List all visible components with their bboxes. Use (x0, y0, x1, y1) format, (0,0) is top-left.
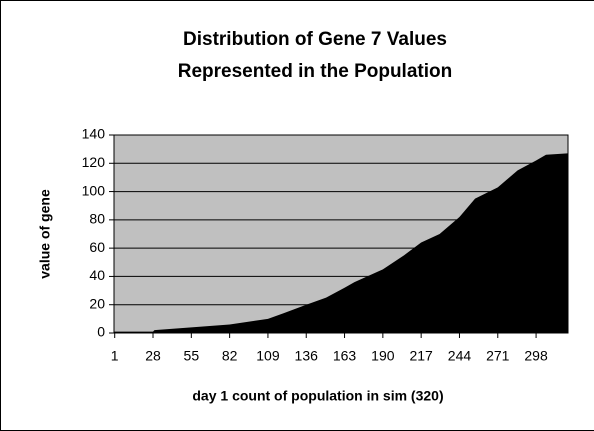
y-tick-label: 80 (89, 211, 105, 227)
x-tick-label: 109 (256, 348, 280, 364)
y-tick-label: 40 (89, 267, 105, 283)
x-tick-label: 55 (184, 348, 200, 364)
plot-border (113, 134, 569, 334)
x-tick-label: 298 (524, 348, 548, 364)
y-tick-label: 0 (97, 324, 105, 340)
x-tick-label: 163 (333, 348, 357, 364)
y-tick-label: 140 (82, 126, 106, 142)
y-tick-label: 20 (89, 295, 105, 311)
x-tick-label: 190 (371, 348, 395, 364)
x-tick-label: 244 (448, 348, 472, 364)
chart-title: Distribution of Gene 7 Values (183, 29, 447, 50)
x-tick-label: 217 (409, 348, 433, 364)
y-axis-title: value of gene (37, 189, 53, 279)
area (114, 153, 568, 333)
x-axis-title: day 1 count of population in sim (320) (192, 388, 443, 404)
x-tick-label: 271 (486, 348, 510, 364)
y-tick-label: 60 (89, 239, 105, 255)
x-tick-label: 1 (111, 348, 119, 364)
x-tick-label: 136 (295, 348, 319, 364)
x-tick-label: 82 (222, 348, 238, 364)
y-tick-label: 100 (82, 182, 106, 198)
chart-title: Represented in the Population (178, 61, 452, 82)
x-tick-label: 28 (145, 348, 161, 364)
y-tick-label: 120 (82, 154, 106, 170)
